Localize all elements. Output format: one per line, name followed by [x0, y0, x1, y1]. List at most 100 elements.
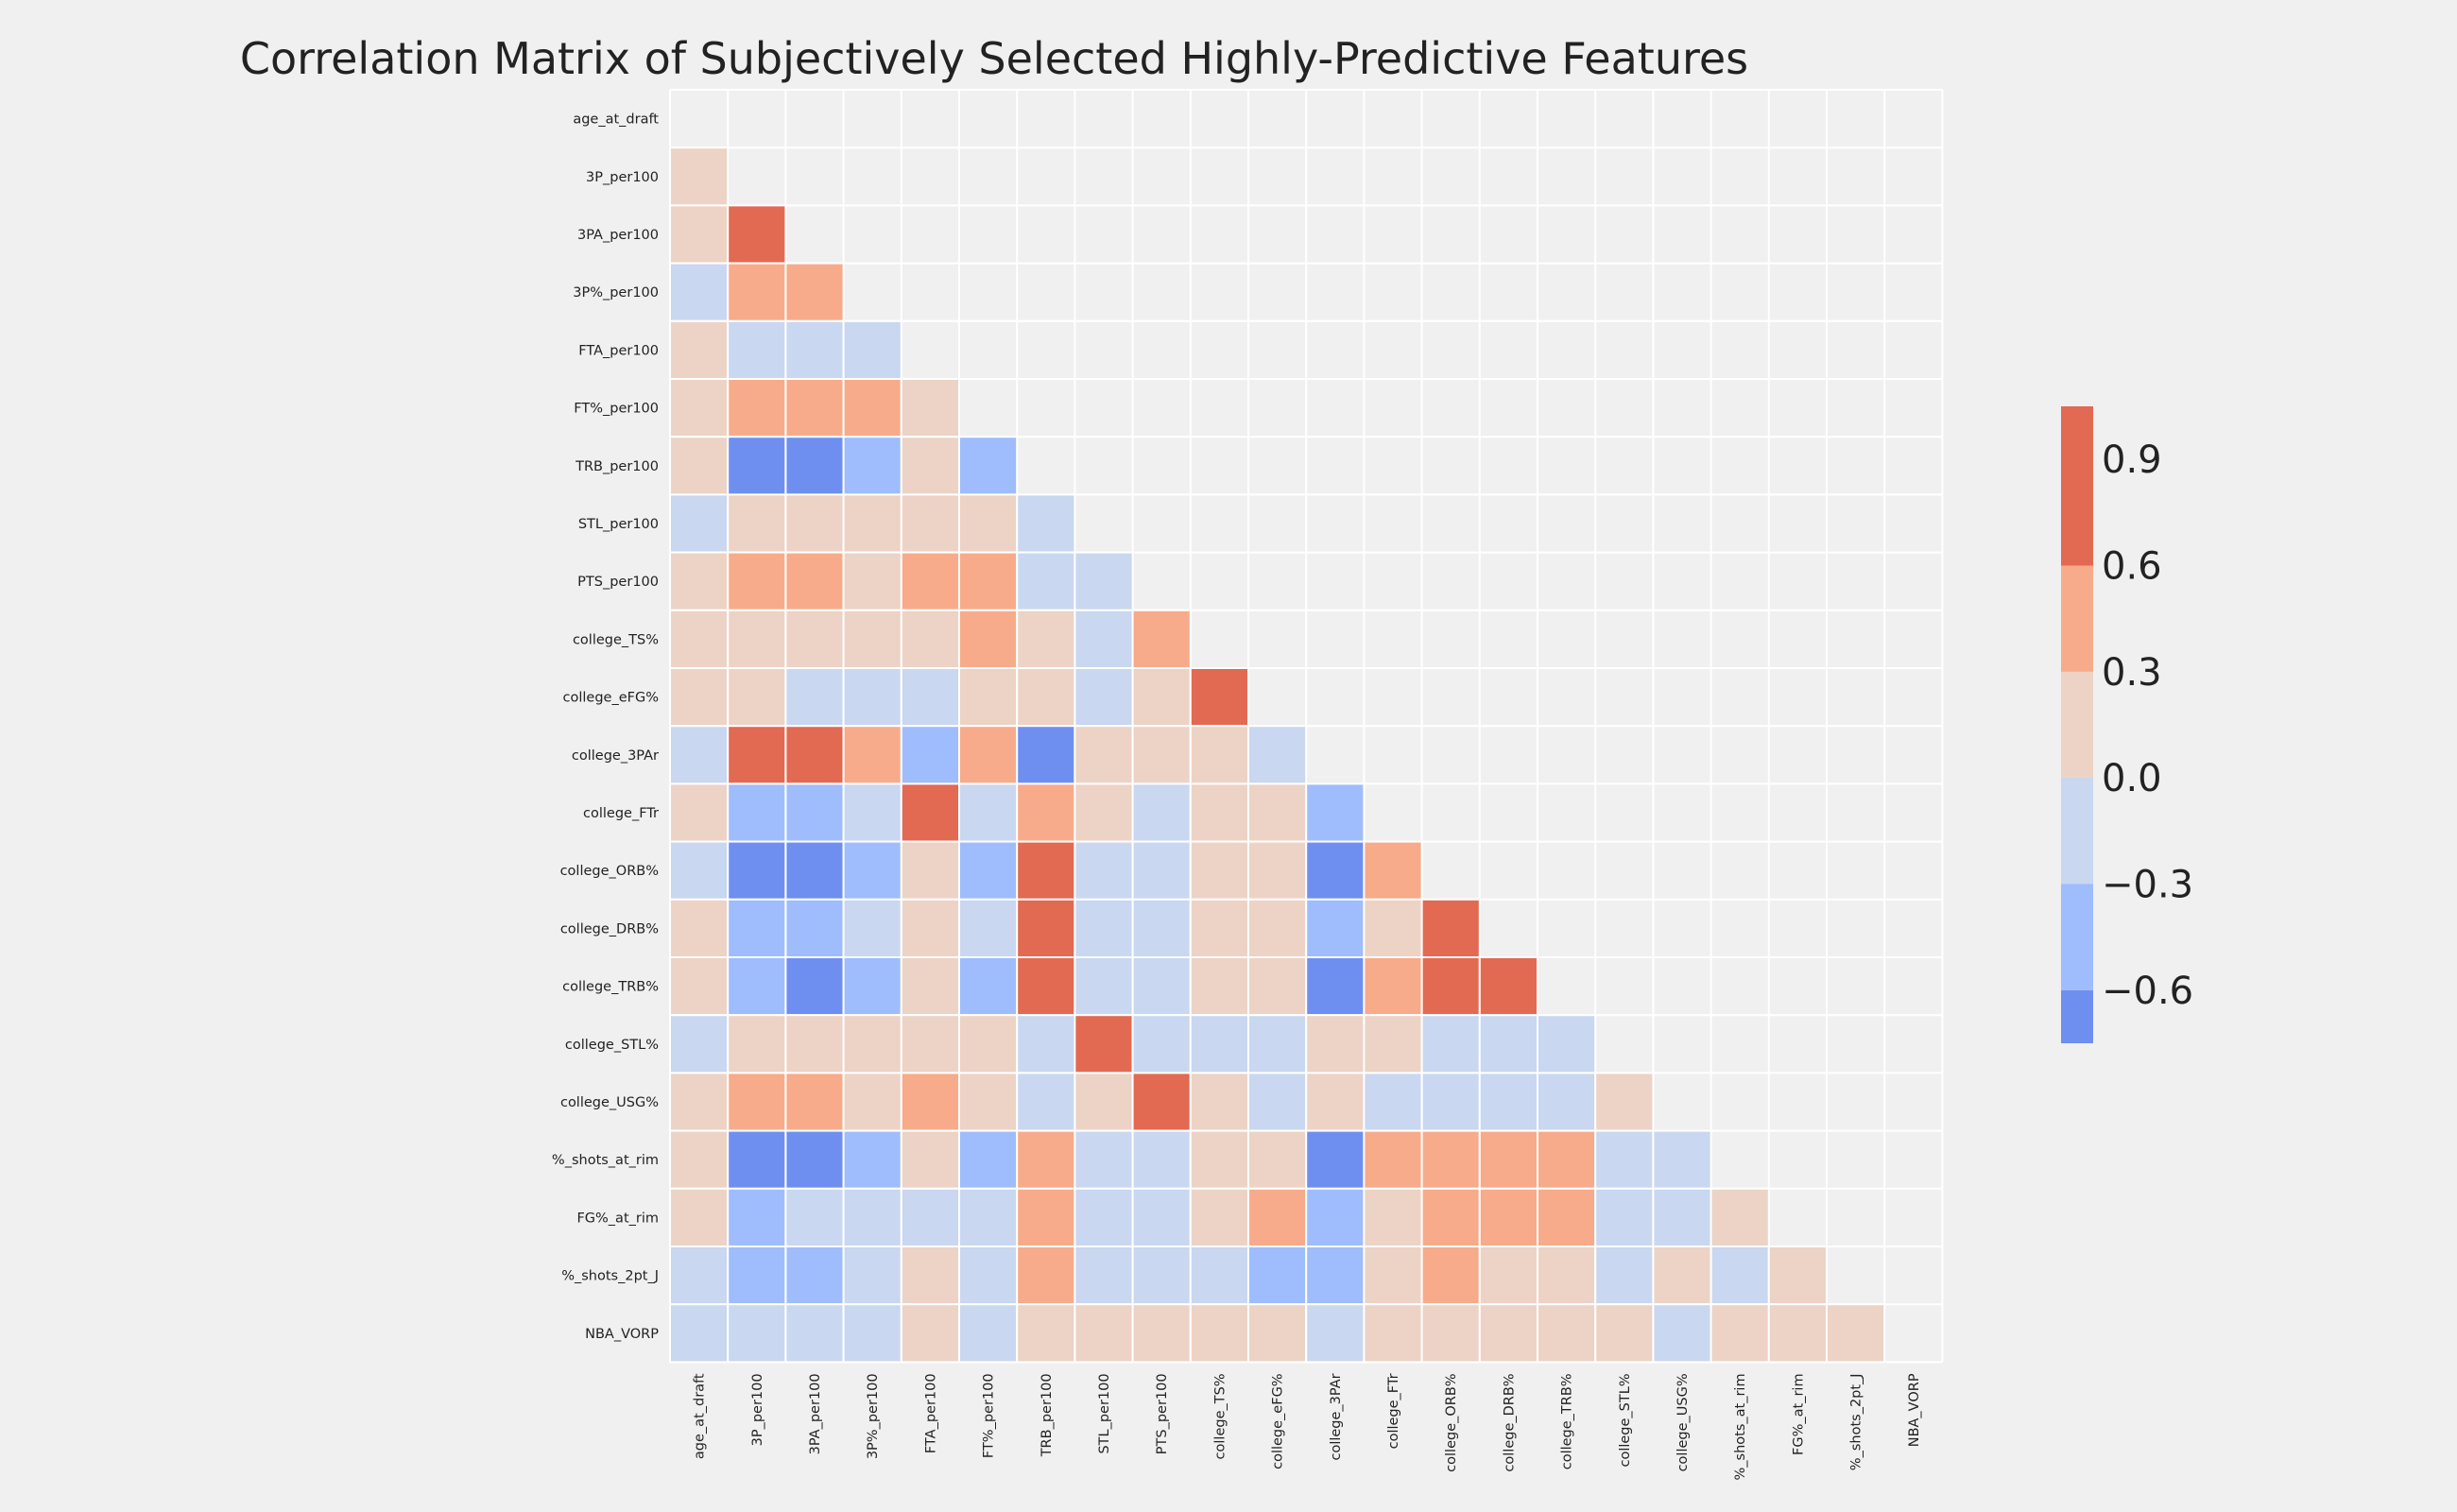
row-label-pct-shots-2pt-j: %_shots_2pt_J	[561, 1269, 659, 1284]
heatmap-cell-pct-shots-2pt-j-x-pct-shots-at-rim	[1710, 1246, 1770, 1306]
heatmap-cell-college-drbpct-x-3pa-per100	[784, 898, 845, 958]
heatmap-cell-college-stlpct-x-college-ftr	[1363, 1014, 1423, 1074]
heatmap-cell-college-trbpct-x-college-drbpct	[1478, 956, 1539, 1017]
column-label-college-drbpct: college_DRB%	[1502, 1373, 1517, 1471]
heatmap-cell-nba-vorp-x-college-usgpct	[1652, 1303, 1712, 1364]
heatmap-cell-college-trbpct-x-fta-per100	[900, 956, 960, 1017]
heatmap-cell-fgpct-at-rim-x-pct-shots-at-rim	[1710, 1187, 1770, 1248]
heatmap-cell-college-drbpct-x-trb-per100	[1016, 898, 1076, 958]
heatmap-cell-college-efgpct-x-trb-per100	[1016, 667, 1076, 728]
heatmap-cell-college-3par-x-pts-per100	[1131, 725, 1192, 785]
heatmap-cell-nba-vorp-x-college-ftr	[1363, 1303, 1423, 1364]
heatmap-cell-stl-per100-x-3p-per100	[727, 493, 787, 554]
heatmap-cell-college-usgpct-x-3ppct-per100	[842, 1072, 902, 1132]
heatmap-cell-college-usgpct-x-age-at-draft	[669, 1072, 730, 1132]
heatmap-cell-nba-vorp-x-age-at-draft	[669, 1303, 730, 1364]
heatmap-cell-fta-per100-x-3ppct-per100	[842, 319, 902, 380]
heatmap-cell-college-stlpct-x-college-tspct	[1189, 1014, 1250, 1074]
row-label-pts-per100: PTS_per100	[577, 575, 659, 590]
heatmap-plot-area	[669, 89, 1944, 1364]
heatmap-cell-fgpct-at-rim-x-college-ftr	[1363, 1187, 1423, 1248]
heatmap-cell-pct-shots-at-rim-x-college-trbpct	[1537, 1129, 1597, 1190]
colorbar: 0.9 0.6 0.3 0.0 −0.3 −0.6	[2061, 406, 2193, 1043]
heatmap-cell-pct-shots-at-rim-x-college-stlpct	[1594, 1129, 1655, 1190]
column-label-nba-vorp: NBA_VORP	[1907, 1373, 1922, 1447]
heatmap-cell-pct-shots-2pt-j-x-ftpct-per100	[958, 1246, 1019, 1306]
colorbar-segment-1	[2061, 884, 2093, 990]
heatmap-cell-college-stlpct-x-trb-per100	[1016, 1014, 1076, 1074]
heatmap-cell-pts-per100-x-fta-per100	[900, 551, 960, 611]
heatmap-cell-college-drbpct-x-college-efgpct	[1247, 898, 1308, 958]
heatmap-cell-fgpct-at-rim-x-fta-per100	[900, 1187, 960, 1248]
row-label-college-trbpct: college_TRB%	[562, 980, 659, 995]
heatmap-cell-college-ftr-x-trb-per100	[1016, 782, 1076, 843]
heatmap-cell-college-drbpct-x-3p-per100	[727, 898, 787, 958]
heatmap-cell-ftpct-per100-x-3ppct-per100	[842, 378, 902, 438]
heatmap-cell-fgpct-at-rim-x-ftpct-per100	[958, 1187, 1019, 1248]
heatmap-cell-fgpct-at-rim-x-age-at-draft	[669, 1187, 730, 1248]
heatmap-cell-college-3par-x-college-efgpct	[1247, 725, 1308, 785]
heatmap-cell-3ppct-per100-x-3p-per100	[727, 262, 787, 322]
heatmap-cell-pts-per100-x-stl-per100	[1074, 551, 1134, 611]
heatmap-cell-college-tspct-x-pts-per100	[1131, 609, 1192, 669]
heatmap-cell-college-ftr-x-college-tspct	[1189, 782, 1250, 843]
heatmap-cell-college-tspct-x-3ppct-per100	[842, 609, 902, 669]
heatmap-cell-college-tspct-x-fta-per100	[900, 609, 960, 669]
row-label-college-drbpct: college_DRB%	[560, 921, 659, 936]
heatmap-cell-trb-per100-x-3p-per100	[727, 436, 787, 496]
heatmap-cell-college-orbpct-x-3pa-per100	[784, 840, 845, 901]
heatmap-cell-college-trbpct-x-3pa-per100	[784, 956, 845, 1017]
heatmap-cell-college-orbpct-x-age-at-draft	[669, 840, 730, 901]
heatmap-cell-ftpct-per100-x-3pa-per100	[784, 378, 845, 438]
heatmap-cell-fgpct-at-rim-x-trb-per100	[1016, 1187, 1076, 1248]
heatmap-cell-pct-shots-2pt-j-x-3p-per100	[727, 1246, 787, 1306]
row-label-ftpct-per100: FT%_per100	[574, 402, 659, 417]
heatmap-cell-college-usgpct-x-ftpct-per100	[958, 1072, 1019, 1132]
heatmap-cell-nba-vorp-x-college-3par	[1305, 1303, 1366, 1364]
heatmap-cell-trb-per100-x-ftpct-per100	[958, 436, 1019, 496]
colorbar-segment-5	[2061, 406, 2093, 566]
colorbar-tick-label: 0.6	[2102, 545, 2162, 589]
heatmap-cell-nba-vorp-x-pct-shots-2pt-j	[1826, 1303, 1886, 1364]
heatmap-cell-college-stlpct-x-ftpct-per100	[958, 1014, 1019, 1074]
heatmap-cell-pct-shots-2pt-j-x-college-ftr	[1363, 1246, 1423, 1306]
heatmap-cell-pct-shots-at-rim-x-3p-per100	[727, 1129, 787, 1190]
heatmap-cell-stl-per100-x-ftpct-per100	[958, 493, 1019, 554]
heatmap-cell-ftpct-per100-x-3p-per100	[727, 378, 787, 438]
heatmap-cell-3p-per100-x-age-at-draft	[669, 146, 730, 207]
row-label-fta-per100: FTA_per100	[578, 343, 659, 358]
heatmap-cell-college-3par-x-3ppct-per100	[842, 725, 902, 785]
colorbar-segment-2	[2061, 778, 2093, 885]
heatmap-cell-fta-per100-x-3pa-per100	[784, 319, 845, 380]
column-label-college-ftr: college_FTr	[1386, 1373, 1401, 1449]
heatmap-cell-fgpct-at-rim-x-pts-per100	[1131, 1187, 1192, 1248]
heatmap-cell-college-orbpct-x-college-3par	[1305, 840, 1366, 901]
heatmap-cell-pts-per100-x-age-at-draft	[669, 551, 730, 611]
heatmap-cell-3ppct-per100-x-age-at-draft	[669, 262, 730, 322]
heatmap-cell-pct-shots-2pt-j-x-age-at-draft	[669, 1246, 730, 1306]
heatmap-cell-stl-per100-x-trb-per100	[1016, 493, 1076, 554]
heatmap-cell-college-usgpct-x-college-ftr	[1363, 1072, 1423, 1132]
column-label-college-tspct: college_TS%	[1212, 1373, 1228, 1459]
heatmap-cell-college-tspct-x-ftpct-per100	[958, 609, 1019, 669]
heatmap-cell-college-drbpct-x-stl-per100	[1074, 898, 1134, 958]
heatmap-cell-pts-per100-x-3p-per100	[727, 551, 787, 611]
heatmap-cell-pct-shots-2pt-j-x-college-tspct	[1189, 1246, 1250, 1306]
heatmap-cell-college-usgpct-x-3p-per100	[727, 1072, 787, 1132]
row-label-college-tspct: college_TS%	[573, 632, 659, 647]
colorbar-segment-0	[2061, 989, 2093, 1043]
heatmap-cell-college-tspct-x-stl-per100	[1074, 609, 1134, 669]
heatmap-cell-college-tspct-x-3pa-per100	[784, 609, 845, 669]
colorbar-tick-label: 0.9	[2102, 438, 2162, 482]
heatmap-cell-college-usgpct-x-3pa-per100	[784, 1072, 845, 1132]
heatmap-cell-college-stlpct-x-college-drbpct	[1478, 1014, 1539, 1074]
heatmap-cell-fgpct-at-rim-x-3ppct-per100	[842, 1187, 902, 1248]
heatmap-cell-fgpct-at-rim-x-college-drbpct	[1478, 1187, 1539, 1248]
heatmap-cell-fgpct-at-rim-x-college-tspct	[1189, 1187, 1250, 1248]
column-label-age-at-draft: age_at_draft	[693, 1373, 708, 1459]
row-label-college-ftr: college_FTr	[583, 806, 659, 821]
heatmap-cell-trb-per100-x-3ppct-per100	[842, 436, 902, 496]
heatmap-cell-pct-shots-2pt-j-x-college-stlpct	[1594, 1246, 1655, 1306]
heatmap-cell-college-ftr-x-pts-per100	[1131, 782, 1192, 843]
heatmap-cell-fgpct-at-rim-x-stl-per100	[1074, 1187, 1134, 1248]
